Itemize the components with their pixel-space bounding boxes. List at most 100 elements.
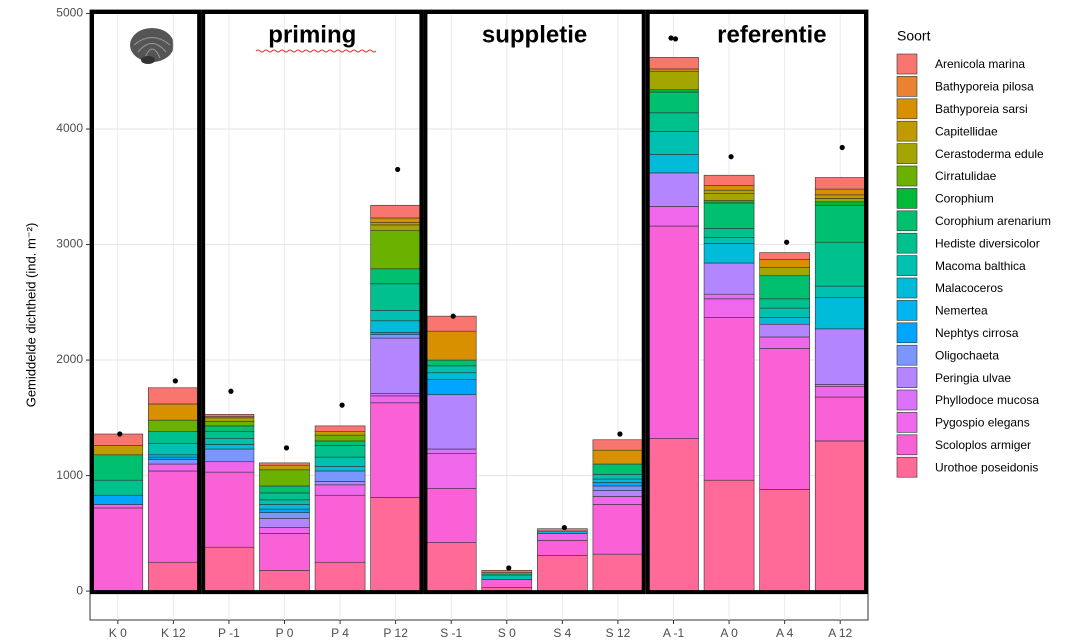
legend-label: Pygospio elegans [935,416,1030,430]
legend-key [896,98,918,120]
bar-segment [259,570,310,592]
bar-segment [259,464,310,471]
bar-segment [481,574,533,580]
bar-segment [703,228,755,238]
x-tick-label: S 0 [498,626,516,640]
bar-segment [814,177,866,190]
legend-label: Nemertea [935,304,988,318]
bar-segment [703,237,755,244]
bar-segment [92,507,144,592]
bar-segment [259,462,310,466]
bar-segment [370,337,421,394]
bar-segment [648,154,699,174]
bar-segment [648,89,699,93]
legend-key [896,434,918,456]
total-point [283,445,290,451]
bar-segment [759,275,810,300]
legend-key [896,76,918,97]
bar-segment [537,530,588,534]
legend-key [896,344,918,366]
bar-segment [259,512,310,519]
bar-segment [92,433,144,446]
bar-segment [814,241,866,287]
bar-segment [592,439,644,451]
panel-label: priming [268,21,356,48]
x-tick-label: S 4 [553,626,571,640]
panel-frame [423,10,646,595]
bar-segment [370,268,421,285]
x-tick-label: P 4 [331,626,349,640]
bar-segment [203,425,255,432]
y-axis-label: Gemiddelde dichtheid (ind. m⁻²) [23,223,38,408]
bar-segment [203,444,255,450]
legend-label: Scoloplos armiger [935,438,1031,452]
total-point [672,36,679,42]
total-point [228,388,234,394]
bar-segment [759,267,810,277]
bar-segment [370,332,421,335]
bar-segment [370,320,421,333]
legend-label: Malacoceros [935,281,1003,295]
bar-segment [425,365,477,374]
bar-segment [648,112,699,132]
total-point [561,524,567,531]
bar-segment [370,402,421,498]
legend-key [896,389,918,411]
bar-segment [592,504,644,555]
bar-segment [814,440,866,592]
bar-segment [259,508,310,513]
legend-key [896,210,918,232]
bar-segment [814,188,866,196]
legend-key [896,188,918,209]
bar-segment [592,474,644,480]
bar-segment [314,484,366,496]
x-tick-label: A -1 [663,626,685,640]
y-tick-label: 0 [76,583,83,597]
x-tick-label: P 12 [383,626,408,640]
bar-segment [370,224,421,231]
legend-key [896,412,918,433]
bar-segment [759,323,810,338]
bar-segment [703,262,755,295]
bar-segment [592,490,644,497]
bar-segment [148,442,199,456]
bar-segment [259,485,310,494]
legend-label: Corophium arenarium [935,214,1051,228]
bar-segment [759,489,810,592]
legend-key [896,232,918,254]
legend-label: Cerastoderma edule [935,147,1044,161]
bar-segment [425,330,477,361]
legend-title: Soort [897,28,931,44]
x-tick-label: K 12 [161,626,186,640]
bar-segment [148,387,199,405]
bar-segment [592,449,644,465]
panel-label: referentie [717,21,826,48]
bar-segment [703,200,755,204]
bar-segment [203,417,255,422]
bar-segment [259,533,310,571]
legend-label: Cirratulidae [935,169,997,183]
y-tick-label: 5000 [56,6,83,20]
x-tick-label: K 0 [109,626,127,640]
bar-segment [203,414,255,417]
bar-segment [592,482,644,487]
bar-segment [481,572,533,576]
bar-segment [259,492,310,501]
total-point [395,166,401,173]
bar-segment [148,470,199,563]
bar-segment [259,527,310,534]
legend-label: Bathyporeia sarsi [935,102,1028,116]
bar-segment [648,438,699,592]
bar-segment [592,553,644,592]
bar-segment [703,298,755,318]
bar-segment [425,315,477,332]
legend-key [896,456,918,478]
legend-label: Hediste diversicolor [935,236,1040,250]
bar-segment [648,70,699,91]
legend-key [896,165,918,187]
bar-segment [814,297,866,330]
bar-segment [759,336,810,349]
bar-segment [314,456,366,467]
legend-key [896,120,918,142]
total-point [617,431,623,437]
